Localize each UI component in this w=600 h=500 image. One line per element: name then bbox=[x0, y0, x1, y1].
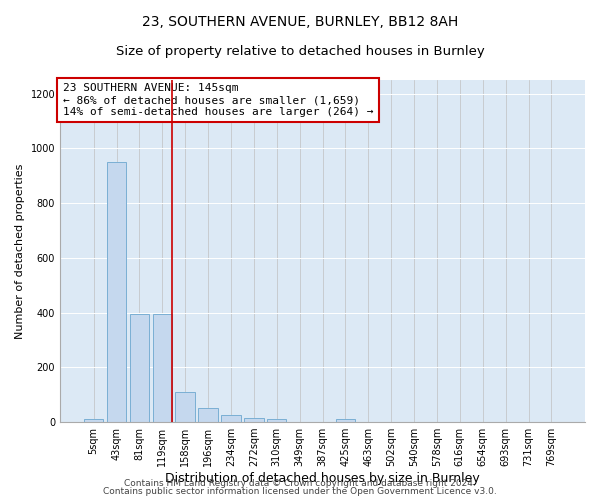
Text: Size of property relative to detached houses in Burnley: Size of property relative to detached ho… bbox=[116, 45, 484, 58]
Y-axis label: Number of detached properties: Number of detached properties bbox=[15, 164, 25, 338]
Bar bbox=[244, 418, 263, 422]
Text: 23 SOUTHERN AVENUE: 145sqm
← 86% of detached houses are smaller (1,659)
14% of s: 23 SOUTHERN AVENUE: 145sqm ← 86% of deta… bbox=[62, 84, 373, 116]
Bar bbox=[130, 314, 149, 422]
Bar bbox=[335, 420, 355, 422]
Text: 23, SOUTHERN AVENUE, BURNLEY, BB12 8AH: 23, SOUTHERN AVENUE, BURNLEY, BB12 8AH bbox=[142, 15, 458, 29]
Bar bbox=[199, 408, 218, 422]
Bar bbox=[107, 162, 126, 422]
Text: Contains public sector information licensed under the Open Government Licence v3: Contains public sector information licen… bbox=[103, 487, 497, 496]
X-axis label: Distribution of detached houses by size in Burnley: Distribution of detached houses by size … bbox=[165, 472, 480, 485]
Text: Contains HM Land Registry data © Crown copyright and database right 2024.: Contains HM Land Registry data © Crown c… bbox=[124, 478, 476, 488]
Bar bbox=[152, 314, 172, 422]
Bar bbox=[221, 415, 241, 422]
Bar bbox=[267, 420, 286, 422]
Bar bbox=[175, 392, 195, 422]
Bar bbox=[84, 420, 103, 422]
